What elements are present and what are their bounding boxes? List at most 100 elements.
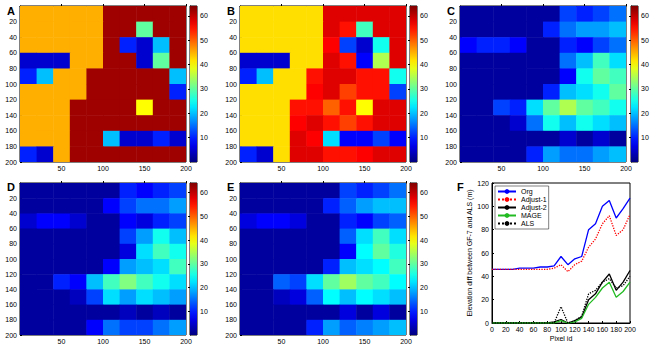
svg-text:100: 100 xyxy=(317,165,329,172)
svg-text:40: 40 xyxy=(229,34,237,41)
svg-text:30: 30 xyxy=(641,85,649,92)
svg-text:100: 100 xyxy=(225,81,237,88)
svg-text:20: 20 xyxy=(449,18,457,25)
svg-text:60: 60 xyxy=(229,225,237,232)
svg-text:200: 200 xyxy=(225,332,237,339)
svg-text:120: 120 xyxy=(5,271,17,278)
svg-text:20: 20 xyxy=(9,18,17,25)
svg-text:40: 40 xyxy=(420,61,428,68)
svg-text:20: 20 xyxy=(481,296,489,303)
svg-text:0: 0 xyxy=(485,320,489,327)
svg-text:50: 50 xyxy=(641,37,649,44)
svg-text:20: 20 xyxy=(229,18,237,25)
svg-text:180: 180 xyxy=(445,143,457,150)
svg-text:C: C xyxy=(447,5,455,17)
svg-text:20: 20 xyxy=(641,110,649,117)
svg-text:20: 20 xyxy=(420,284,428,291)
svg-text:80: 80 xyxy=(9,240,17,247)
svg-text:50: 50 xyxy=(278,165,286,172)
svg-text:20: 20 xyxy=(502,326,510,333)
svg-text:E: E xyxy=(227,181,234,193)
svg-text:50: 50 xyxy=(420,37,428,44)
svg-text:160: 160 xyxy=(5,301,17,308)
svg-text:100: 100 xyxy=(5,81,17,88)
svg-text:160: 160 xyxy=(445,127,457,134)
svg-text:40: 40 xyxy=(9,34,17,41)
svg-text:10: 10 xyxy=(420,134,428,141)
svg-text:20: 20 xyxy=(420,110,428,117)
svg-text:60: 60 xyxy=(420,12,428,19)
svg-text:60: 60 xyxy=(641,12,649,19)
svg-text:60: 60 xyxy=(200,189,208,196)
svg-text:Adjust-2: Adjust-2 xyxy=(521,204,547,212)
svg-text:80: 80 xyxy=(543,326,551,333)
svg-text:200: 200 xyxy=(400,338,412,345)
svg-text:30: 30 xyxy=(420,260,428,267)
svg-text:150: 150 xyxy=(359,338,371,345)
svg-text:60: 60 xyxy=(449,49,457,56)
svg-text:100: 100 xyxy=(555,326,567,333)
svg-text:150: 150 xyxy=(139,165,151,172)
svg-text:100: 100 xyxy=(477,203,489,210)
svg-text:200: 200 xyxy=(225,159,237,166)
svg-text:160: 160 xyxy=(5,127,17,134)
svg-text:50: 50 xyxy=(420,213,428,220)
svg-text:0: 0 xyxy=(490,326,494,333)
svg-text:150: 150 xyxy=(139,338,151,345)
svg-text:Pixel id: Pixel id xyxy=(550,335,573,342)
svg-text:40: 40 xyxy=(420,237,428,244)
svg-text:100: 100 xyxy=(445,81,457,88)
svg-text:200: 200 xyxy=(445,159,457,166)
svg-text:40: 40 xyxy=(229,210,237,217)
svg-text:200: 200 xyxy=(180,338,192,345)
svg-text:60: 60 xyxy=(200,12,208,19)
svg-text:100: 100 xyxy=(537,165,549,172)
svg-text:140: 140 xyxy=(5,112,17,119)
svg-text:40: 40 xyxy=(481,273,489,280)
svg-text:10: 10 xyxy=(641,134,649,141)
svg-text:200: 200 xyxy=(620,165,632,172)
svg-text:60: 60 xyxy=(9,49,17,56)
svg-text:50: 50 xyxy=(278,338,286,345)
svg-text:50: 50 xyxy=(200,213,208,220)
svg-text:30: 30 xyxy=(200,260,208,267)
svg-text:Adjust-1: Adjust-1 xyxy=(521,196,547,204)
svg-text:Org: Org xyxy=(521,188,533,196)
svg-text:120: 120 xyxy=(445,96,457,103)
svg-text:40: 40 xyxy=(641,61,649,68)
svg-text:200: 200 xyxy=(5,159,17,166)
svg-text:40: 40 xyxy=(449,34,457,41)
svg-text:150: 150 xyxy=(579,165,591,172)
svg-text:80: 80 xyxy=(481,226,489,233)
svg-text:120: 120 xyxy=(225,271,237,278)
svg-text:120: 120 xyxy=(5,96,17,103)
svg-text:D: D xyxy=(7,181,15,193)
svg-text:120: 120 xyxy=(477,180,489,187)
svg-text:100: 100 xyxy=(97,165,109,172)
svg-text:100: 100 xyxy=(225,256,237,263)
svg-text:140: 140 xyxy=(225,286,237,293)
svg-text:Elevation diff between GF-7 an: Elevation diff between GF-7 and ALS (m) xyxy=(466,189,474,316)
svg-text:60: 60 xyxy=(481,250,489,257)
svg-text:40: 40 xyxy=(200,61,208,68)
svg-text:60: 60 xyxy=(229,49,237,56)
svg-text:20: 20 xyxy=(200,110,208,117)
svg-text:200: 200 xyxy=(624,326,636,333)
svg-text:10: 10 xyxy=(200,308,208,315)
svg-text:80: 80 xyxy=(229,65,237,72)
svg-text:120: 120 xyxy=(225,96,237,103)
svg-text:F: F xyxy=(457,181,464,193)
svg-text:180: 180 xyxy=(610,326,622,333)
svg-text:100: 100 xyxy=(317,338,329,345)
svg-text:180: 180 xyxy=(5,143,17,150)
svg-text:150: 150 xyxy=(359,165,371,172)
svg-text:50: 50 xyxy=(58,338,66,345)
svg-text:MAGE: MAGE xyxy=(521,212,542,219)
svg-text:50: 50 xyxy=(58,165,66,172)
svg-text:40: 40 xyxy=(200,237,208,244)
svg-text:40: 40 xyxy=(9,210,17,217)
svg-text:180: 180 xyxy=(225,316,237,323)
svg-text:40: 40 xyxy=(516,326,524,333)
svg-text:180: 180 xyxy=(225,143,237,150)
svg-text:200: 200 xyxy=(5,332,17,339)
